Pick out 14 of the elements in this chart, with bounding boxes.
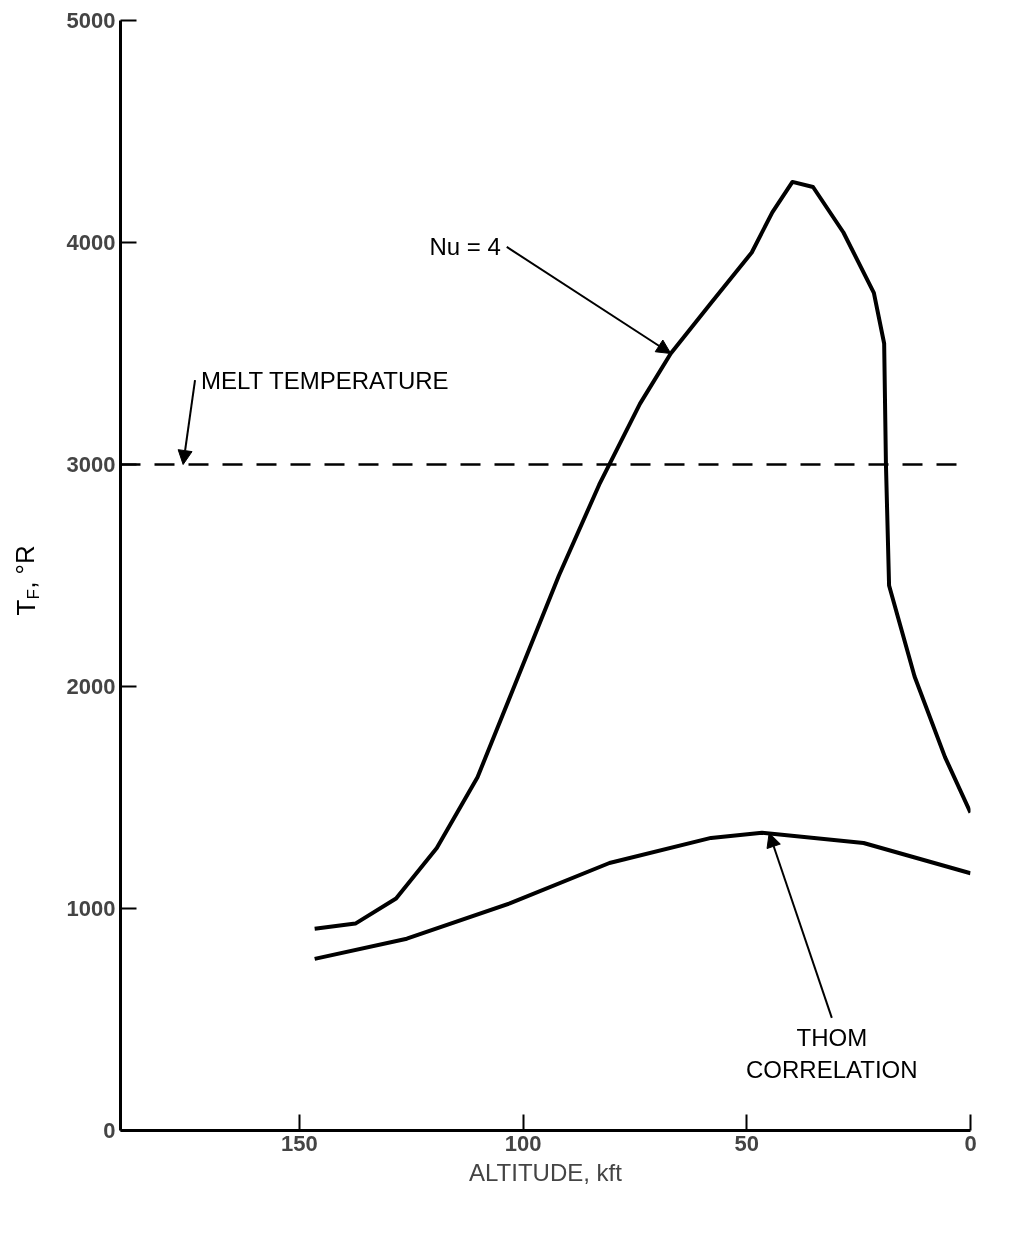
y-axis-title: TF, °R <box>10 545 43 616</box>
x-axis-title: ALTITUDE, kft <box>469 1158 623 1186</box>
x-tick-label: 100 <box>504 1130 542 1156</box>
x-tick-label: 150 <box>281 1130 318 1156</box>
y-tick-label: 1000 <box>66 896 116 921</box>
annotation: MELT TEMPERATURE <box>201 366 449 394</box>
x-tick-label: 50 <box>734 1130 760 1156</box>
annotation: Nu = 4 <box>429 233 501 261</box>
y-tick-label: 2000 <box>66 674 116 699</box>
y-tick-label: 3000 <box>66 452 116 477</box>
annotation: THOM CORRELATION <box>746 1023 918 1084</box>
y-tick-label: 4000 <box>66 230 116 255</box>
x-tick-label: 0 <box>964 1130 977 1156</box>
y-tick-label: 5000 <box>66 8 116 33</box>
